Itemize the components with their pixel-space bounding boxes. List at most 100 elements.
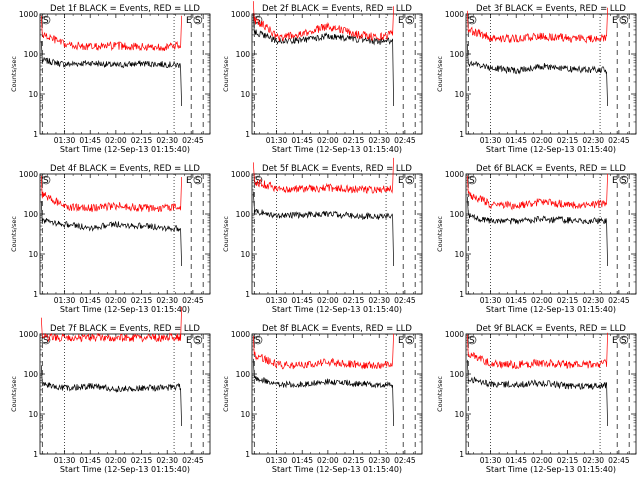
plot-frame: [251, 173, 423, 295]
marker-circle: [619, 15, 629, 25]
x-tick-label: 01:30: [480, 296, 502, 305]
marker-label: E: [612, 176, 618, 186]
marker-circle: [253, 335, 263, 345]
marker-label: S: [43, 176, 49, 186]
x-axis-label: Start Time (12-Sep-13 01:15:40): [272, 305, 402, 314]
x-axis-label: Start Time (12-Sep-13 01:15:40): [486, 305, 616, 314]
marker-label: S: [621, 16, 627, 26]
y-axis-label: Counts/sec: [436, 376, 444, 412]
y-tick-label: 1: [245, 290, 250, 299]
y-tick-label: 1: [245, 450, 250, 459]
y-tick-label: 1000: [19, 170, 38, 179]
marker-label: S: [195, 176, 201, 186]
x-axis-label: Start Time (12-Sep-13 01:15:40): [486, 465, 616, 474]
x-axis-label: Start Time (12-Sep-13 01:15:40): [60, 305, 190, 314]
y-tick-label: 1000: [19, 330, 38, 339]
chart-panel-3f: Det 3f BLACK = Events, RED = LLD 1 10 100 10…: [436, 4, 637, 154]
x-tick-label: 02:45: [182, 136, 204, 145]
marker-circle: [467, 335, 477, 345]
x-axis-label: Start Time (12-Sep-13 01:15:40): [272, 465, 402, 474]
x-tick-label: 02:45: [394, 456, 416, 465]
y-tick-label: 100: [450, 50, 465, 59]
y-tick-label: 10: [240, 250, 250, 259]
plot-frame: [39, 13, 211, 135]
chart-panel-1f: Det 1f BLACK = Events, RED = LLD 1 10 100 10…: [10, 4, 211, 154]
plot-frame: [39, 173, 211, 295]
marker-label: S: [255, 176, 261, 186]
x-tick-label: 02:45: [608, 296, 630, 305]
marker-label: E: [612, 336, 618, 346]
y-axis-label: Counts/sec: [436, 56, 444, 92]
marker-label: E: [186, 336, 192, 346]
chart-title: Det 4f BLACK = Events, RED = LLD: [50, 164, 200, 174]
x-tick-label: 02:00: [317, 456, 339, 465]
series-line-lld: [466, 173, 608, 211]
x-tick-label: 02:30: [368, 136, 390, 145]
series-line-lld: [252, 1, 394, 42]
marker-label: S: [621, 176, 627, 186]
x-tick-label: 01:30: [480, 136, 502, 145]
y-tick-label: 10: [28, 90, 38, 99]
marker-circle: [619, 175, 629, 185]
x-tick-label: 02:30: [582, 296, 604, 305]
x-tick-label: 02:00: [531, 456, 553, 465]
x-tick-label: 02:15: [557, 456, 579, 465]
marker-label: E: [398, 176, 404, 186]
x-tick-label: 01:30: [266, 456, 288, 465]
x-tick-label: 02:45: [608, 136, 630, 145]
marker-label: S: [195, 336, 201, 346]
x-tick-label: 01:30: [54, 136, 76, 145]
x-tick-label: 02:15: [131, 456, 153, 465]
y-tick-label: 100: [236, 50, 251, 59]
marker-circle: [467, 175, 477, 185]
x-tick-label: 02:15: [131, 136, 153, 145]
marker-label: S: [469, 176, 475, 186]
chart-panel-2f: Det 2f BLACK = Events, RED = LLD 1 10 100 10…: [222, 1, 423, 154]
y-tick-label: 1000: [231, 170, 250, 179]
x-tick-label: 01:45: [79, 456, 101, 465]
x-tick-label: 02:00: [531, 136, 553, 145]
marker-label: S: [407, 336, 413, 346]
y-tick-label: 100: [24, 50, 39, 59]
y-tick-label: 1: [459, 130, 464, 139]
plot-frame: [251, 333, 423, 455]
series-line-events: [40, 41, 182, 107]
chart-panel-6f: Det 6f BLACK = Events, RED = LLD 1 10 100 10…: [436, 164, 637, 314]
y-tick-label: 1000: [445, 170, 464, 179]
y-tick-label: 1000: [231, 10, 250, 19]
x-axis-label: Start Time (12-Sep-13 01:15:40): [272, 145, 402, 154]
x-tick-label: 02:30: [368, 296, 390, 305]
y-tick-label: 1: [459, 450, 464, 459]
x-tick-label: 02:15: [557, 136, 579, 145]
marker-circle: [193, 175, 203, 185]
x-tick-label: 01:45: [79, 296, 101, 305]
marker-circle: [193, 15, 203, 25]
y-tick-label: 1: [33, 130, 38, 139]
marker-circle: [193, 335, 203, 345]
y-tick-label: 100: [450, 370, 465, 379]
x-tick-label: 02:00: [317, 296, 339, 305]
series-line-lld: [40, 15, 182, 52]
chart-panel-5f: Det 5f BLACK = Events, RED = LLD 1 10 100 10…: [222, 157, 423, 314]
y-tick-label: 1000: [445, 10, 464, 19]
series-line-events: [40, 201, 182, 267]
x-tick-label: 02:00: [531, 296, 553, 305]
chart-panel-7f: Det 7f BLACK = Events, RED = LLD 1 10 100 10…: [10, 306, 211, 474]
series-line-lld: [466, 332, 608, 370]
marker-circle: [405, 15, 415, 25]
x-tick-label: 02:30: [156, 296, 178, 305]
marker-label: S: [43, 336, 49, 346]
series-line-events: [252, 358, 394, 427]
y-tick-label: 10: [240, 90, 250, 99]
y-tick-label: 10: [454, 90, 464, 99]
x-tick-label: 01:45: [505, 136, 527, 145]
plot-frame: [251, 13, 423, 135]
y-axis-label: Counts/sec: [10, 216, 18, 252]
marker-circle: [41, 175, 51, 185]
series-line-lld: [252, 157, 394, 195]
y-tick-label: 10: [28, 410, 38, 419]
x-tick-label: 02:15: [131, 296, 153, 305]
marker-circle: [405, 175, 415, 185]
